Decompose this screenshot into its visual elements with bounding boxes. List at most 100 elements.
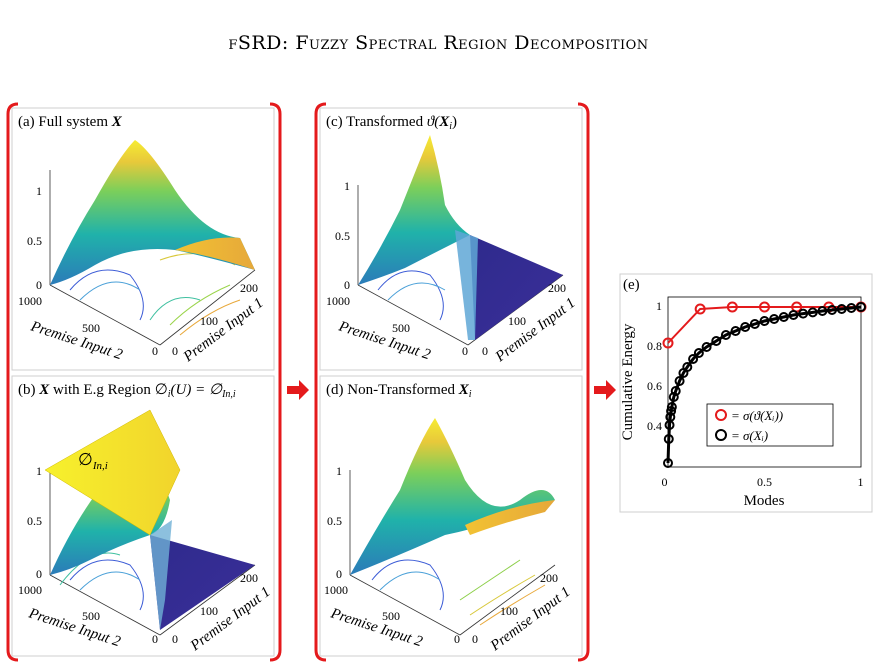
panel-a-surface: [50, 140, 255, 285]
panel-b-axes: [49, 470, 256, 636]
series-1-point: [749, 319, 760, 329]
legend: = σ(ϑ(Xᵢ)) = σ(Xᵢ): [706, 403, 834, 447]
svg-text:1: 1: [344, 179, 350, 193]
bracket-middle-group: [314, 102, 590, 662]
svg-text:500: 500: [392, 321, 410, 335]
x-tick-2: 1: [858, 475, 864, 489]
panel-e-chart: (e) 0 0.5 1 0.4 0.6 0.8 1 Modes Cumulati…: [619, 273, 873, 513]
x-tick-0: 0: [662, 475, 668, 489]
svg-text:100: 100: [200, 604, 218, 618]
svg-text:0.5: 0.5: [335, 229, 350, 243]
panel-d-frame: [319, 375, 583, 657]
panel-d-contours: [371, 559, 546, 626]
panel-d: (d) Non-Transformed Xi 1 0.5 0 1000 500 …: [324, 382, 573, 655]
series-1-point: [836, 304, 847, 314]
arrow-to-middle: [287, 380, 309, 400]
legend-marker-transformed: [715, 409, 727, 421]
panel-d-label: (d) Non-Transformed Xi: [326, 382, 472, 400]
series-1-point: [668, 392, 679, 402]
svg-text:1000: 1000: [18, 294, 42, 308]
panel-c-ticks: 1 0.5 0 1000 500 0 0 100 200: [326, 179, 566, 358]
svg-text:100: 100: [200, 314, 218, 328]
panel-b: (b) X with E.g Region ∅i(U) = ∅In,i ∅In,…: [18, 382, 273, 655]
series-1-point: [693, 348, 704, 358]
panel-b-region-overlay: [44, 409, 181, 536]
svg-text:1000: 1000: [326, 294, 350, 308]
series-1-point: [798, 308, 809, 319]
svg-text:200: 200: [548, 281, 566, 295]
series-1-point: [846, 303, 857, 313]
series-0-point: [694, 303, 706, 315]
panel-b-label: (b) X with E.g Region ∅i(U) = ∅In,i: [18, 382, 236, 400]
svg-text:0.5: 0.5: [27, 514, 42, 528]
panel-d-xlabel: Premise Input 1: [487, 584, 574, 655]
panel-a-label: (a) Full system X: [18, 114, 123, 130]
panel-c-surface: [358, 135, 470, 285]
page-title: fSRD: Fuzzy Spectral Region Decompositio…: [228, 32, 649, 54]
svg-text:0: 0: [152, 344, 158, 358]
series-1-point: [778, 312, 789, 322]
panel-b-region-label: ∅In,i: [78, 450, 108, 472]
svg-text:500: 500: [82, 321, 100, 335]
svg-text:1: 1: [336, 464, 342, 478]
svg-text:0: 0: [172, 632, 178, 646]
panel-a-axes: [49, 170, 256, 346]
svg-text:1: 1: [36, 464, 42, 478]
panel-c-region-plane: [470, 235, 563, 340]
series-1-point: [711, 336, 722, 346]
svg-text:0: 0: [344, 278, 350, 292]
svg-text:0: 0: [462, 344, 468, 358]
series-0-point: [726, 301, 738, 313]
panel-b-ylabel: Premise Input 2: [26, 605, 123, 650]
svg-text:0: 0: [472, 632, 478, 646]
series-1-point: [759, 316, 770, 326]
series-1-point: [817, 306, 828, 316]
svg-text:1000: 1000: [324, 583, 348, 597]
panel-e-label: (e): [623, 277, 640, 293]
panel-d-surface-edge: [465, 500, 555, 535]
series-1-point: [666, 406, 677, 416]
panel-b-ticks: 1 0.5 0 1000 500 0 0 100 200: [18, 464, 258, 646]
panel-c-frame: [319, 107, 583, 371]
y-axis-label: Cumulative Energy: [620, 323, 636, 440]
legend-marker-non-transformed: [715, 429, 727, 441]
panel-b-frame: [11, 375, 275, 657]
svg-text:0: 0: [36, 278, 42, 292]
svg-text:0.5: 0.5: [327, 514, 342, 528]
panel-c-label: (c) Transformed ϑ(Xi): [326, 114, 457, 132]
panel-b-edge: [150, 520, 172, 630]
svg-text:0: 0: [152, 632, 158, 646]
panel-a-surface-edge: [175, 237, 255, 270]
series-1-point: [663, 434, 674, 444]
panel-a: (a) Full system X 1 0.5 0 1000 500 0 0 1…: [18, 114, 266, 366]
svg-text:100: 100: [500, 604, 518, 618]
svg-text:0: 0: [336, 567, 342, 581]
svg-text:0: 0: [454, 632, 460, 646]
legend-label-non-transformed: = σ(Xᵢ): [731, 428, 768, 443]
series-1-point: [730, 326, 741, 336]
series-1-point: [663, 458, 673, 468]
bracket-left-group: [6, 102, 282, 662]
svg-text:100: 100: [508, 314, 526, 328]
panel-c-edge: [455, 230, 478, 340]
panel-c-contours: [377, 270, 446, 321]
svg-text:200: 200: [540, 571, 558, 585]
svg-text:500: 500: [82, 609, 100, 623]
svg-text:0: 0: [36, 567, 42, 581]
panel-a-ticks: 1 0.5 0 1000 500 0 0 100 200: [18, 184, 258, 358]
chart-marks: [662, 301, 867, 468]
series-1-point: [769, 314, 780, 324]
panel-d-ylabel: Premise Input 2: [328, 605, 425, 650]
series-0-point: [759, 301, 770, 313]
panel-e-frame: [619, 273, 873, 513]
series-1-point: [674, 376, 685, 386]
panel-d-ticks: 1 0.5 0 1000 500 0 0 100 200: [324, 464, 558, 646]
y-tick-1: 0.6: [647, 379, 662, 393]
series-1-point: [688, 354, 699, 364]
panel-d-axes: [349, 470, 556, 636]
panel-b-region-plane: [150, 535, 255, 630]
series-1-point: [682, 362, 693, 372]
series-1-point: [856, 302, 866, 312]
y-tick-3: 1: [656, 299, 662, 313]
legend-label-transformed: = σ(ϑ(Xᵢ)): [731, 408, 783, 423]
